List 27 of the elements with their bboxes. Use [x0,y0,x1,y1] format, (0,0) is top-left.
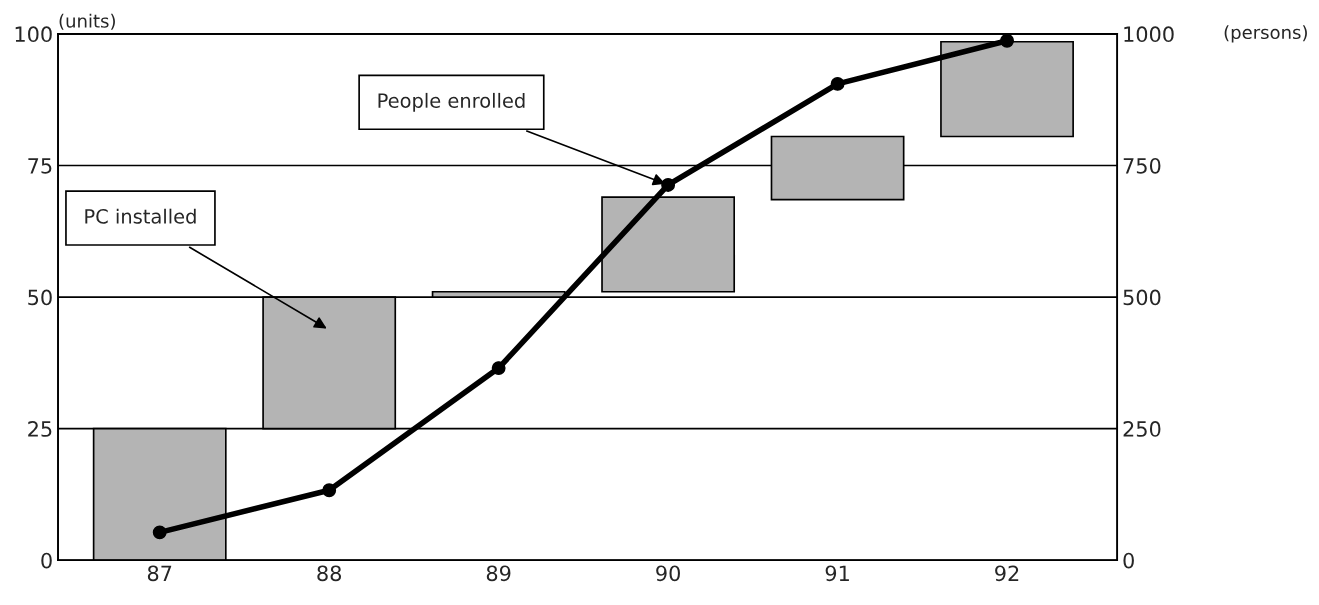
x-tick-label: 89 [486,565,511,582]
x-tick-label: 88 [317,565,342,582]
annotation: PC installed [85,208,196,224]
y2-tick-label: 500 [1123,289,1161,306]
point [661,177,676,192]
y-tick-label: 75 [28,158,52,174]
point [152,525,167,540]
y2-tick-label: 750 [1123,157,1161,174]
point [1000,33,1014,48]
y-tick-label: 100 [15,26,52,43]
y-axis-title: (units) [59,13,115,30]
point [830,76,845,91]
point [491,361,506,376]
x-tick-label: 87 [147,565,172,582]
bar [601,196,736,293]
x-tick-label: 91 [825,565,849,582]
y2-tick-label: 0 [1123,552,1134,569]
y-tick-label: 25 [28,421,52,437]
y2-axis-title: (persons) [1224,25,1307,43]
y2-tick-label: 250 [1123,421,1161,437]
y-tick-label: 0 [41,552,52,569]
point [322,483,337,498]
x-tick-label: 90 [656,565,680,582]
x-tick-label: 92 [995,565,1019,582]
annotation: People enrolled [378,92,525,112]
y-tick-label: 50 [28,289,52,306]
y2-tick-label: 1000 [1124,26,1174,43]
